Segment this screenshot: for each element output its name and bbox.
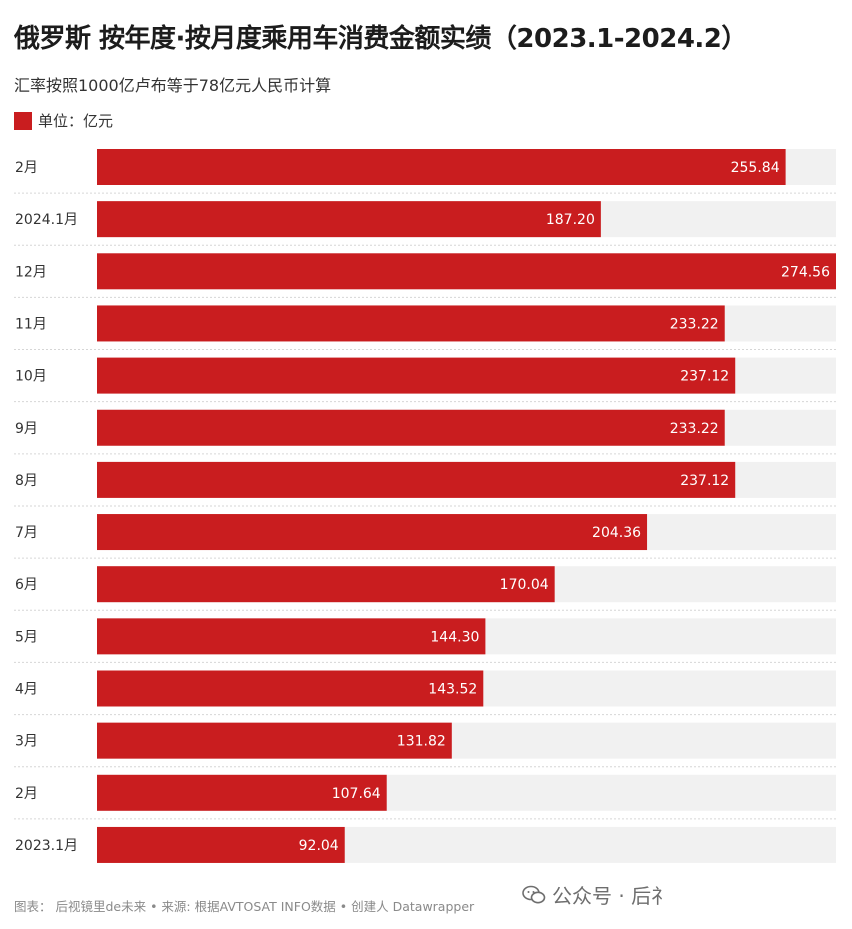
category-label: 2024.1月 (15, 212, 78, 228)
value-label: 107.64 (332, 786, 381, 802)
bar-row: 5月 144.30 (14, 618, 836, 663)
watermark-text: 公众号 · 后礻 (552, 884, 672, 908)
bar (97, 774, 387, 811)
bar (97, 409, 725, 446)
legend-label: 单位：亿元 (38, 112, 114, 130)
bar-row: 12月 274.56 (14, 253, 836, 298)
bar (97, 670, 484, 707)
category-label: 4月 (15, 682, 38, 698)
value-label: 274.56 (781, 264, 830, 280)
bar (97, 201, 601, 238)
category-label: 7月 (15, 525, 38, 541)
bar-row: 2023.1月 92.04 (15, 826, 836, 863)
category-label: 5月 (15, 629, 38, 645)
bar-row: 4月 143.52 (14, 670, 836, 716)
value-label: 233.22 (670, 316, 719, 332)
value-label: 233.22 (670, 421, 719, 437)
value-label: 187.20 (546, 212, 595, 228)
category-label: 10月 (15, 369, 47, 385)
category-label: 8月 (15, 473, 38, 489)
value-label: 204.36 (592, 525, 641, 541)
bar (97, 149, 786, 185)
bar (97, 618, 486, 655)
value-label: 255.84 (731, 160, 780, 176)
bar (97, 514, 648, 551)
legend: 单位：亿元 (14, 110, 113, 131)
value-label: 170.04 (500, 577, 549, 593)
category-label: 2023.1月 (15, 838, 78, 854)
value-label: 237.12 (680, 473, 729, 489)
bar (97, 357, 736, 394)
bar (97, 461, 736, 498)
value-label: 131.82 (397, 734, 446, 750)
category-label: 2月 (15, 160, 38, 176)
bar-row: 6月 170.04 (14, 566, 836, 611)
value-label: 143.52 (428, 682, 477, 698)
footer-credit: 图表： 后视镜里de未来 • 来源: 根据AVTOSAT INFO数据 • 创建… (14, 899, 475, 914)
value-label: 237.12 (680, 369, 729, 385)
chart-subtitle: 汇率按照1000亿卢布等于78亿元人民币计算 (14, 76, 332, 95)
category-label: 2月 (15, 786, 38, 802)
category-label: 9月 (15, 421, 38, 437)
category-label: 3月 (15, 734, 38, 750)
bar-row: 10月 237.12 (14, 357, 836, 403)
bar (97, 253, 836, 290)
chart-title: 俄罗斯 按年度·按月度乘用车消费金额实绩（2023.1-2024.2） (14, 24, 747, 54)
wechat-icon (522, 885, 546, 903)
bar (97, 305, 725, 342)
bar-row: 9月 233.22 (14, 409, 836, 455)
category-label: 11月 (15, 316, 47, 332)
bar-row: 11月 233.22 (14, 305, 836, 351)
bar-row: 8月 237.12 (14, 461, 836, 507)
bar-row: 3月 131.82 (14, 722, 836, 768)
category-label: 12月 (15, 264, 47, 280)
bar (97, 566, 555, 603)
bar (97, 722, 452, 759)
bar-row: 2月 107.64 (14, 774, 836, 820)
value-label: 144.30 (430, 629, 479, 645)
watermark: 公众号 · 后礻 (522, 880, 671, 909)
bar (97, 826, 345, 863)
legend-swatch (14, 111, 32, 130)
category-label: 6月 (15, 577, 38, 593)
bar-row: 2024.1月 187.20 (14, 201, 836, 246)
value-label: 92.04 (299, 838, 339, 854)
bar-row: 7月 204.36 (14, 514, 836, 559)
bar-row: 2月 255.84 (14, 149, 836, 194)
